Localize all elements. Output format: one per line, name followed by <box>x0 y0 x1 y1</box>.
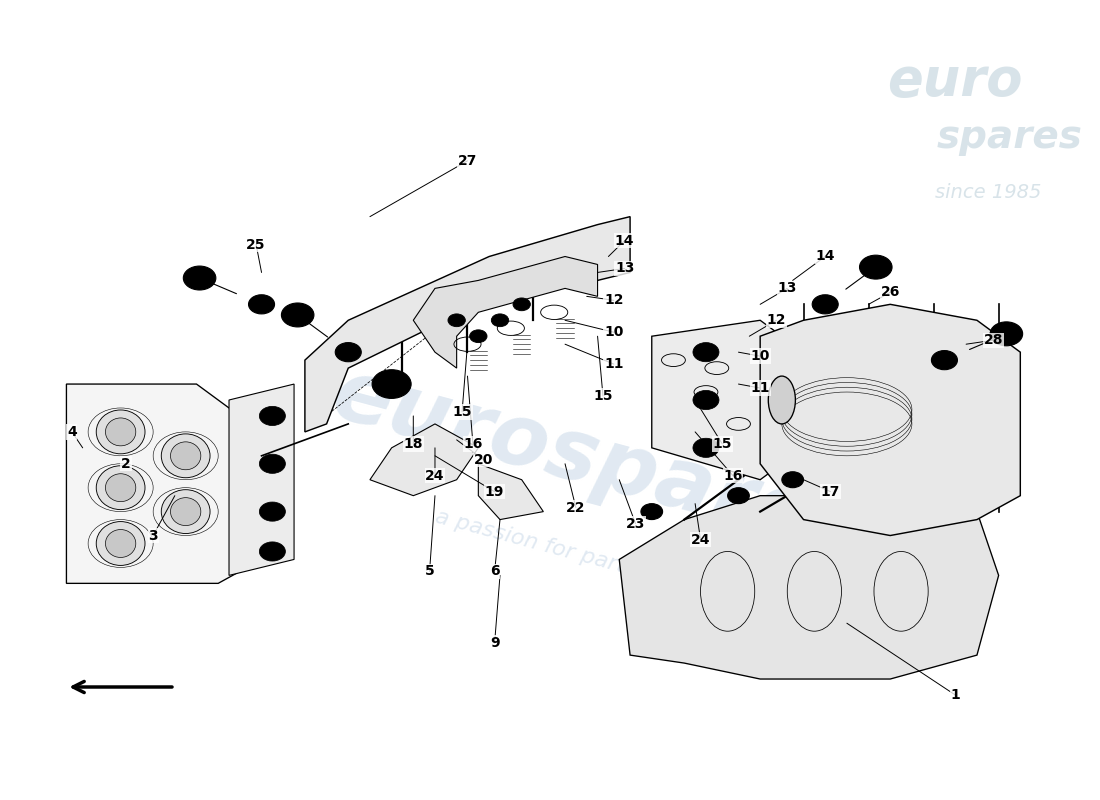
PathPatch shape <box>66 384 262 583</box>
Text: 24: 24 <box>426 469 444 482</box>
Ellipse shape <box>768 376 795 424</box>
Ellipse shape <box>106 530 135 558</box>
Ellipse shape <box>96 466 145 510</box>
Text: 5: 5 <box>425 565 435 578</box>
PathPatch shape <box>370 424 478 496</box>
Text: 12: 12 <box>767 314 786 327</box>
Text: 10: 10 <box>750 349 770 363</box>
Text: 15: 15 <box>713 437 732 451</box>
Text: 11: 11 <box>750 381 770 395</box>
Text: 18: 18 <box>404 437 424 451</box>
Circle shape <box>693 390 719 410</box>
Circle shape <box>260 406 285 426</box>
Ellipse shape <box>96 522 145 566</box>
Circle shape <box>932 350 957 370</box>
Text: 4: 4 <box>67 425 77 439</box>
PathPatch shape <box>229 384 294 575</box>
Circle shape <box>184 266 216 290</box>
Circle shape <box>492 314 508 326</box>
PathPatch shape <box>652 320 782 480</box>
Text: 14: 14 <box>815 250 835 263</box>
PathPatch shape <box>414 257 597 368</box>
Circle shape <box>859 255 892 279</box>
Text: 15: 15 <box>593 389 613 403</box>
Text: a passion for parts since 1985: a passion for parts since 1985 <box>432 506 762 613</box>
Circle shape <box>336 342 361 362</box>
Circle shape <box>693 342 719 362</box>
Ellipse shape <box>162 490 210 534</box>
Circle shape <box>727 488 749 504</box>
Text: spares: spares <box>936 118 1082 156</box>
Circle shape <box>470 330 487 342</box>
Text: 1: 1 <box>950 688 960 702</box>
Ellipse shape <box>170 442 201 470</box>
Circle shape <box>260 542 285 561</box>
Text: 26: 26 <box>880 286 900 299</box>
Text: 11: 11 <box>604 357 624 371</box>
Circle shape <box>782 472 803 488</box>
Text: 14: 14 <box>615 234 635 247</box>
Circle shape <box>282 303 314 327</box>
Ellipse shape <box>106 418 135 446</box>
Text: euro: euro <box>888 55 1023 107</box>
PathPatch shape <box>619 496 999 679</box>
Text: 6: 6 <box>490 565 499 578</box>
Circle shape <box>812 294 838 314</box>
Text: 25: 25 <box>246 238 266 251</box>
Circle shape <box>693 438 719 458</box>
Text: 3: 3 <box>148 529 158 542</box>
Text: 15: 15 <box>452 405 472 419</box>
Text: 16: 16 <box>463 437 483 451</box>
Circle shape <box>260 502 285 521</box>
Text: 2: 2 <box>121 457 131 470</box>
Circle shape <box>513 298 530 310</box>
Text: 24: 24 <box>691 533 711 546</box>
Ellipse shape <box>162 434 210 478</box>
PathPatch shape <box>478 464 543 519</box>
Text: 9: 9 <box>490 636 499 650</box>
Text: 22: 22 <box>566 501 585 514</box>
PathPatch shape <box>760 304 1021 535</box>
Text: 16: 16 <box>724 469 743 482</box>
Text: eurospares: eurospares <box>323 354 871 574</box>
Text: 10: 10 <box>604 326 624 339</box>
Ellipse shape <box>96 410 145 454</box>
Text: 23: 23 <box>626 517 646 530</box>
Ellipse shape <box>106 474 135 502</box>
Circle shape <box>448 314 465 326</box>
Ellipse shape <box>170 498 201 526</box>
Circle shape <box>641 504 662 519</box>
Text: 13: 13 <box>778 282 796 295</box>
Circle shape <box>372 370 411 398</box>
Text: 17: 17 <box>821 485 840 498</box>
Text: since 1985: since 1985 <box>935 183 1041 202</box>
Text: 19: 19 <box>485 485 504 498</box>
Text: 28: 28 <box>983 334 1003 347</box>
PathPatch shape <box>305 217 630 432</box>
Circle shape <box>990 322 1023 346</box>
Text: 20: 20 <box>474 453 494 466</box>
Circle shape <box>260 454 285 474</box>
Text: 12: 12 <box>604 294 624 307</box>
Text: 27: 27 <box>458 154 477 168</box>
Circle shape <box>249 294 275 314</box>
Text: 13: 13 <box>615 262 635 275</box>
